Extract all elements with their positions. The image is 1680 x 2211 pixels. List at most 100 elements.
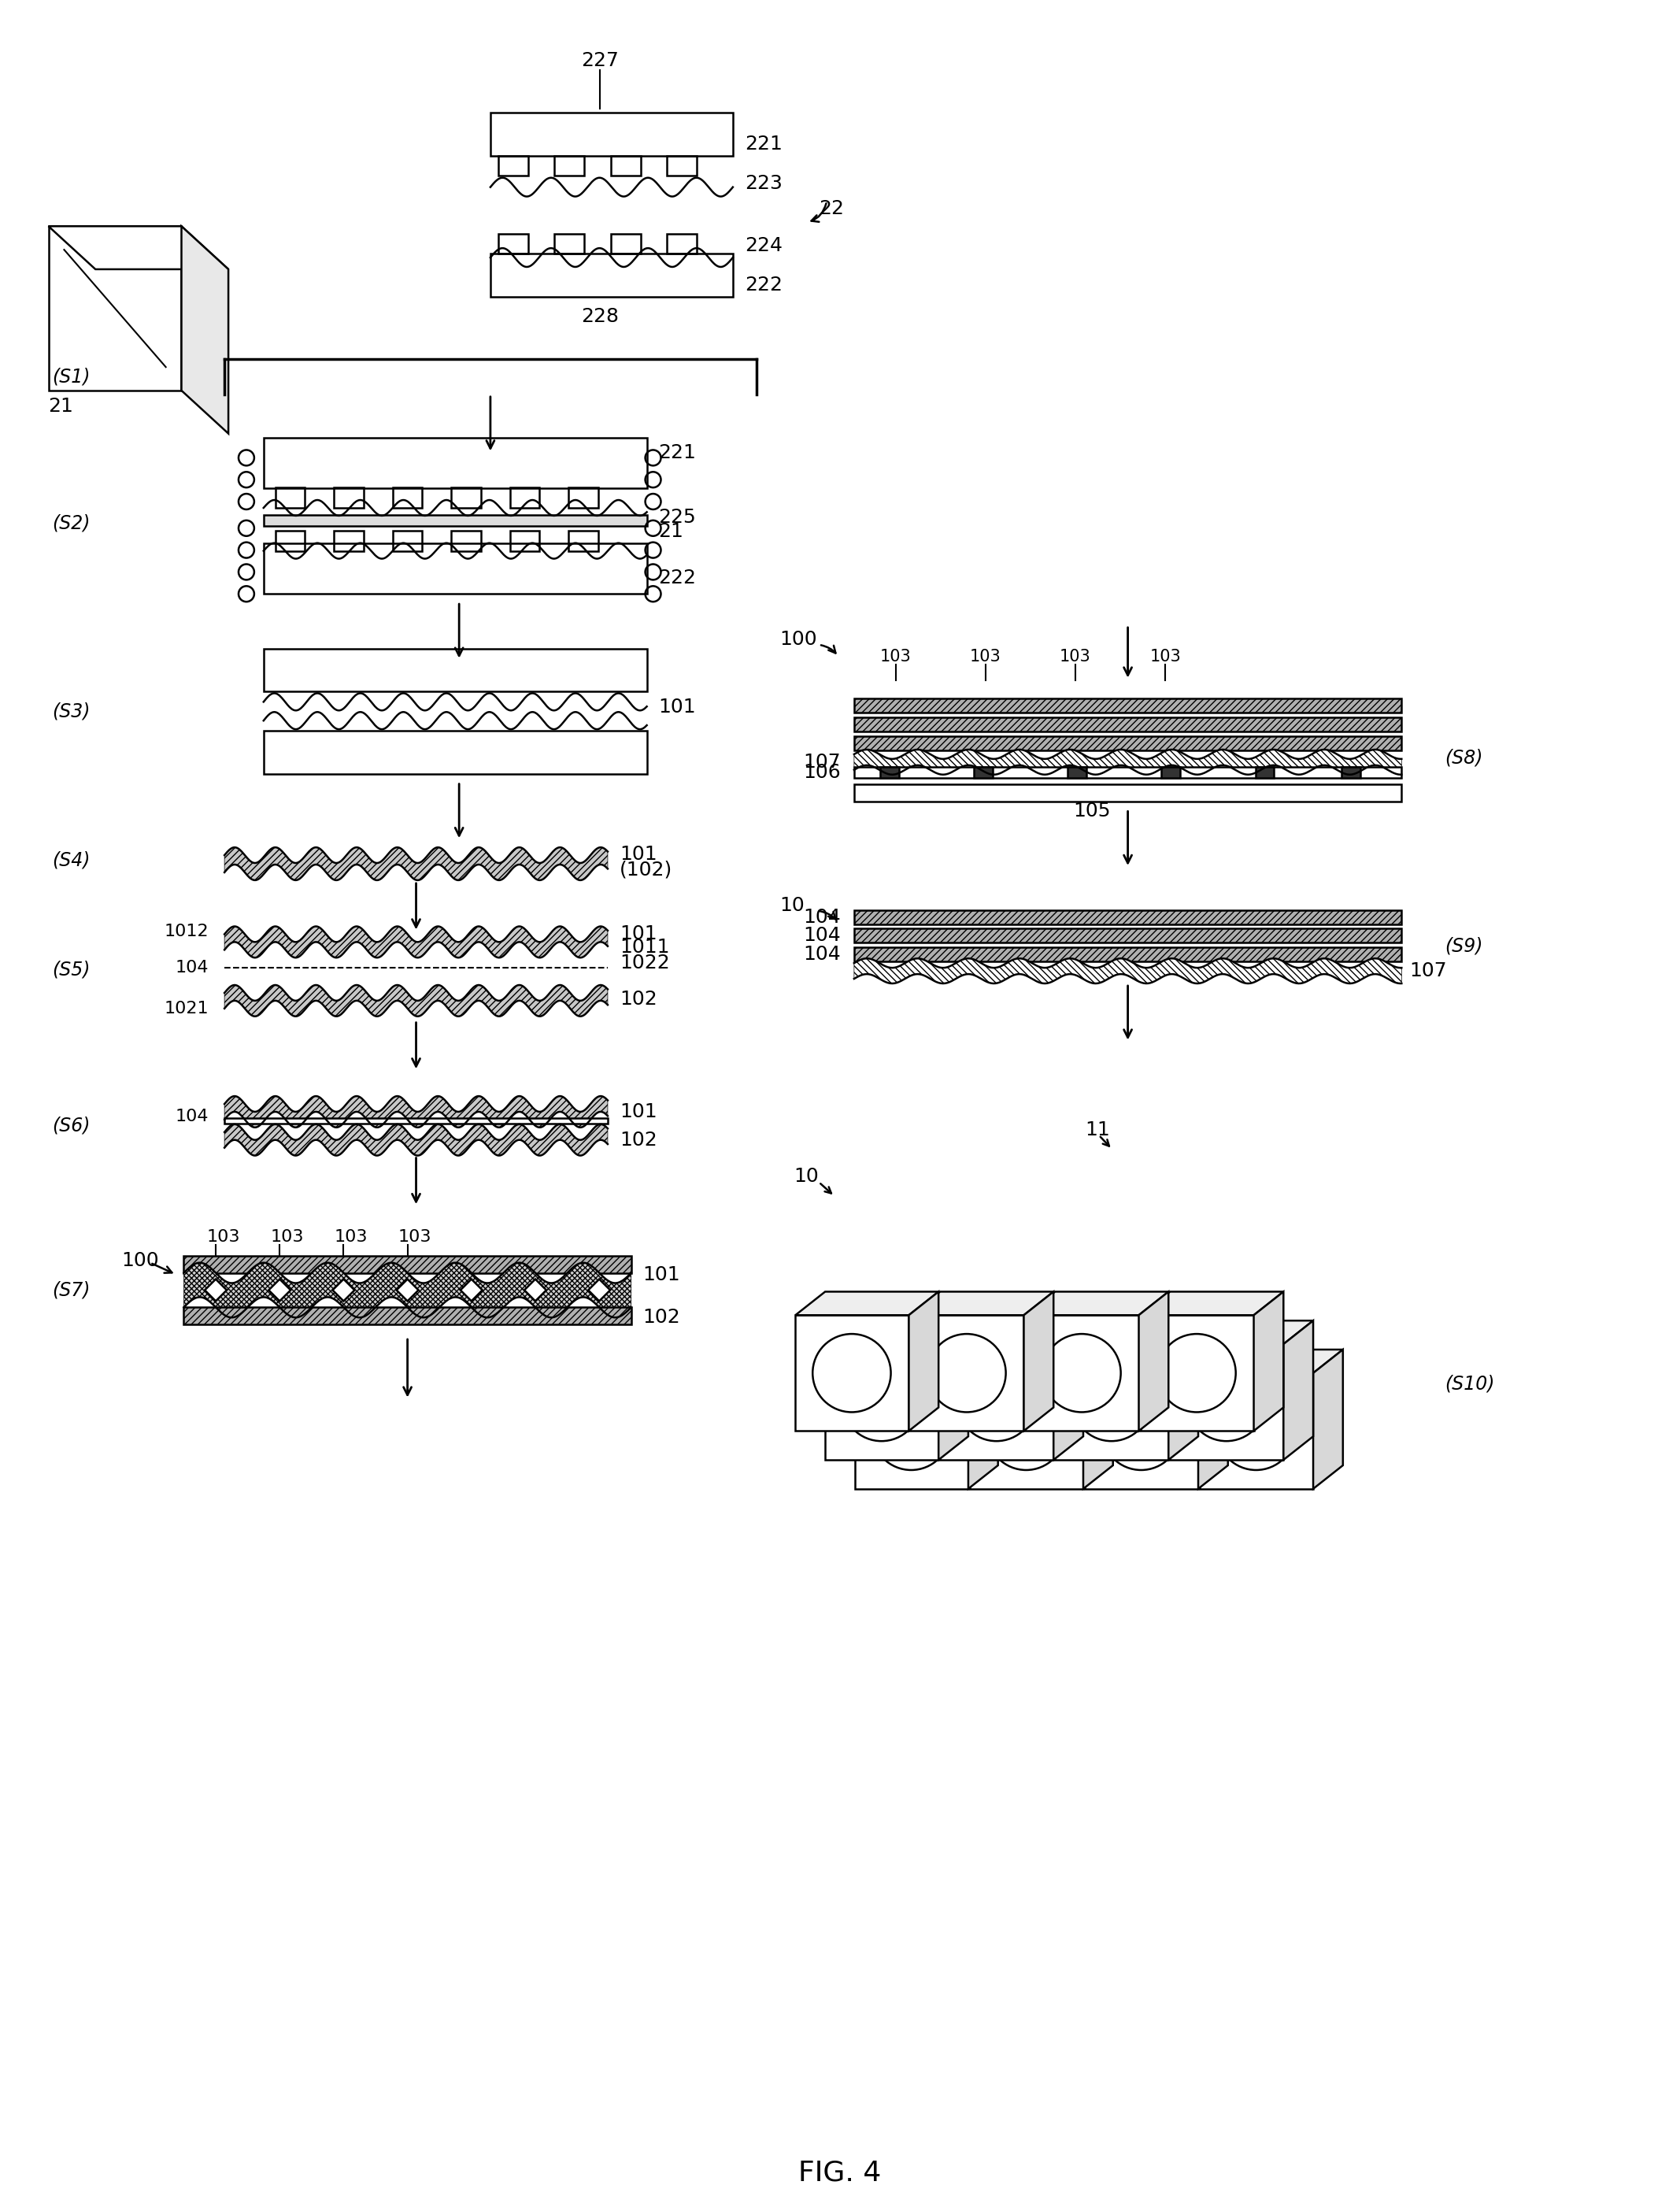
Polygon shape xyxy=(939,1320,968,1459)
Text: 107: 107 xyxy=(1410,962,1446,979)
Text: 101: 101 xyxy=(620,845,657,865)
Bar xyxy=(264,544,647,595)
Text: 103: 103 xyxy=(969,648,1001,663)
Text: 104: 104 xyxy=(175,1108,208,1125)
Polygon shape xyxy=(333,1280,354,1300)
Polygon shape xyxy=(911,1291,1053,1316)
Bar xyxy=(393,486,422,509)
Text: 1022: 1022 xyxy=(620,953,670,973)
Bar xyxy=(334,486,363,509)
Text: 21: 21 xyxy=(659,522,684,542)
Text: 104: 104 xyxy=(803,907,840,926)
Polygon shape xyxy=(588,1280,610,1300)
Bar xyxy=(393,531,422,551)
Bar xyxy=(853,785,1401,800)
Bar xyxy=(1200,1373,1314,1488)
Bar xyxy=(264,438,647,489)
Bar xyxy=(511,486,539,509)
Bar xyxy=(264,515,647,526)
Bar xyxy=(855,1373,968,1488)
Text: 224: 224 xyxy=(744,237,783,254)
Text: (S3): (S3) xyxy=(52,701,91,721)
Bar xyxy=(612,155,640,175)
Text: 222: 222 xyxy=(744,276,783,294)
Bar xyxy=(969,1373,1084,1488)
Polygon shape xyxy=(941,1320,1084,1344)
Text: 222: 222 xyxy=(659,568,696,588)
Bar xyxy=(941,1344,1053,1459)
Text: 105: 105 xyxy=(1074,803,1110,820)
Bar xyxy=(911,1316,1023,1431)
Bar xyxy=(568,486,598,509)
Text: 221: 221 xyxy=(659,444,696,462)
Polygon shape xyxy=(1284,1320,1314,1459)
Text: 103: 103 xyxy=(398,1229,432,1245)
Polygon shape xyxy=(1139,1291,1169,1431)
Text: (S1): (S1) xyxy=(52,367,91,387)
Bar xyxy=(612,234,640,254)
Bar xyxy=(276,531,306,551)
Text: 101: 101 xyxy=(643,1265,680,1285)
Text: (S8): (S8) xyxy=(1445,750,1483,767)
Text: (S5): (S5) xyxy=(52,960,91,979)
Polygon shape xyxy=(825,1320,968,1344)
Polygon shape xyxy=(269,1280,291,1300)
Bar xyxy=(795,1316,909,1431)
Text: (S4): (S4) xyxy=(52,851,91,869)
Text: 102: 102 xyxy=(620,1130,657,1150)
Text: 227: 227 xyxy=(581,51,618,71)
Text: 103: 103 xyxy=(334,1229,368,1245)
Text: 103: 103 xyxy=(1060,648,1090,663)
Bar xyxy=(491,113,732,155)
Polygon shape xyxy=(460,1280,482,1300)
Bar xyxy=(264,732,647,774)
Polygon shape xyxy=(205,1280,227,1300)
Text: 103: 103 xyxy=(270,1229,304,1245)
Text: 106: 106 xyxy=(803,763,840,783)
Polygon shape xyxy=(1053,1320,1084,1459)
Polygon shape xyxy=(1169,1320,1314,1344)
Polygon shape xyxy=(1085,1349,1228,1373)
Bar xyxy=(667,234,697,254)
Polygon shape xyxy=(795,1291,939,1316)
Bar xyxy=(554,155,585,175)
Polygon shape xyxy=(909,1291,939,1431)
Polygon shape xyxy=(968,1349,998,1488)
Text: 104: 104 xyxy=(175,960,208,975)
Text: 21: 21 xyxy=(49,396,74,416)
Polygon shape xyxy=(1198,1349,1228,1488)
Polygon shape xyxy=(524,1280,546,1300)
Text: 225: 225 xyxy=(659,509,696,526)
Text: 228: 228 xyxy=(581,307,618,325)
Text: (S9): (S9) xyxy=(1445,937,1483,955)
Bar xyxy=(825,1344,939,1459)
Text: 101: 101 xyxy=(659,699,696,716)
Bar xyxy=(1141,1316,1253,1431)
Polygon shape xyxy=(1141,1291,1284,1316)
Bar xyxy=(667,155,697,175)
Bar xyxy=(452,531,480,551)
Bar xyxy=(491,254,732,296)
Bar xyxy=(1055,1344,1169,1459)
Text: 103: 103 xyxy=(1149,648,1181,663)
Bar xyxy=(264,648,647,692)
Bar xyxy=(1025,1316,1139,1431)
Bar xyxy=(853,719,1401,732)
Text: 1021: 1021 xyxy=(165,1002,208,1017)
Polygon shape xyxy=(396,1280,418,1300)
Text: (S10): (S10) xyxy=(1445,1375,1495,1393)
Bar xyxy=(183,1307,632,1324)
Text: 1012: 1012 xyxy=(165,924,208,940)
Bar xyxy=(568,531,598,551)
Text: 101: 101 xyxy=(620,924,657,944)
Bar xyxy=(183,1256,632,1274)
Bar xyxy=(1085,1373,1198,1488)
Bar xyxy=(334,531,363,551)
Text: 100: 100 xyxy=(780,630,816,648)
Bar xyxy=(225,1119,608,1123)
Text: (102): (102) xyxy=(620,860,672,880)
Bar xyxy=(853,767,1401,778)
Bar xyxy=(1255,767,1273,778)
Bar xyxy=(499,155,528,175)
Text: 22: 22 xyxy=(818,199,843,219)
